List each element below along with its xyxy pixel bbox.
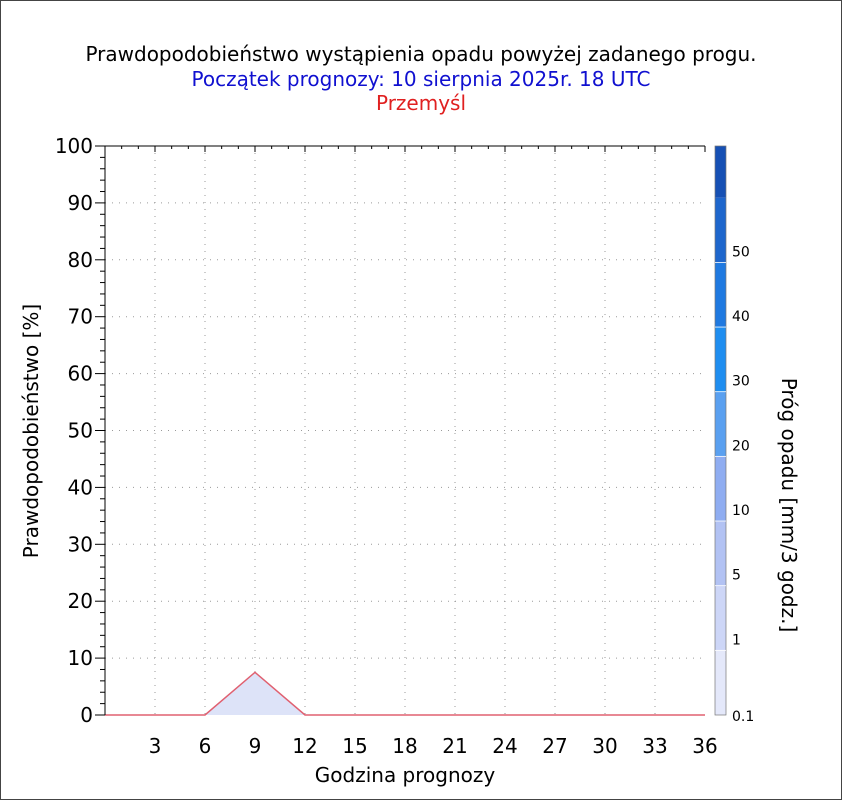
x-axis-ticks: 3 6 9 12 15 18 21 24 27 30 33 36 (149, 734, 718, 758)
chart-title: Prawdopodobieństwo wystąpienia opadu pow… (85, 42, 757, 66)
series-layer (105, 671, 705, 716)
colorbar-tick-label: 5 (732, 568, 741, 584)
y-tick-label: 40 (68, 475, 93, 499)
colorbar-label: Próg opadu [mm/3 godz.] (777, 378, 801, 633)
y-axis-label: Prawdopodobieństwo [%] (19, 304, 43, 558)
colorbar-tick-label: 40 (732, 309, 750, 325)
x-tick-label: 6 (199, 734, 212, 758)
colorbar-segment (715, 391, 726, 457)
y-tick-label: 20 (68, 589, 93, 613)
x-tick-label: 3 (149, 734, 162, 758)
y-tick-label: 30 (68, 532, 93, 556)
x-tick-label: 24 (492, 734, 517, 758)
colorbar-tick-label: 30 (732, 374, 750, 390)
y-tick-label: 50 (68, 419, 93, 443)
chart-location: Przemyśl (375, 91, 467, 115)
colorbar-tick-label: 20 (732, 438, 750, 454)
colorbar-tick-label: 0.1 (732, 709, 754, 725)
y-tick-label: 70 (68, 305, 93, 329)
colorbar-tick-label: 50 (732, 244, 750, 260)
x-tick-label: 9 (249, 734, 262, 758)
series-area (105, 672, 705, 715)
colorbar-segment (715, 327, 726, 392)
series-line (105, 671, 705, 716)
y-tick-label: 60 (68, 362, 93, 386)
colorbar-segment (715, 456, 726, 522)
axes (95, 145, 706, 716)
x-tick-label: 36 (692, 734, 717, 758)
colorbar-segment (715, 650, 726, 715)
x-tick-label: 33 (642, 734, 667, 758)
x-axis-label: Godzina prognozy (315, 763, 496, 787)
x-tick-label: 27 (542, 734, 567, 758)
colorbar-border (714, 145, 727, 716)
colorbar-segment (715, 521, 726, 586)
y-tick-label: 90 (68, 191, 93, 215)
x-tick-label: 12 (292, 734, 317, 758)
colorbar-segment (715, 262, 726, 328)
y-tick-label: 10 (68, 646, 93, 670)
chart-subtitle: Początek prognozy: 10 sierpnia 2025r. 18… (191, 67, 651, 91)
y-tick-label: 0 (80, 703, 93, 727)
colorbar-segment (715, 585, 726, 651)
y-axis-ticks: 0 10 20 30 40 50 60 70 80 90 100 (55, 134, 93, 727)
y-tick-label: 80 (68, 248, 93, 272)
grid (105, 146, 705, 715)
colorbar-segment (715, 197, 726, 263)
y-tick-label: 100 (55, 134, 93, 158)
x-tick-label: 30 (592, 734, 617, 758)
colorbar-segment (715, 146, 726, 198)
colorbar: 0.1 1 5 10 20 30 40 50 (714, 145, 754, 725)
x-tick-label: 21 (442, 734, 467, 758)
colorbar-tick-label: 1 (732, 632, 741, 648)
x-tick-label: 15 (342, 734, 367, 758)
colorbar-tick-label: 10 (732, 503, 750, 519)
x-tick-label: 18 (392, 734, 417, 758)
